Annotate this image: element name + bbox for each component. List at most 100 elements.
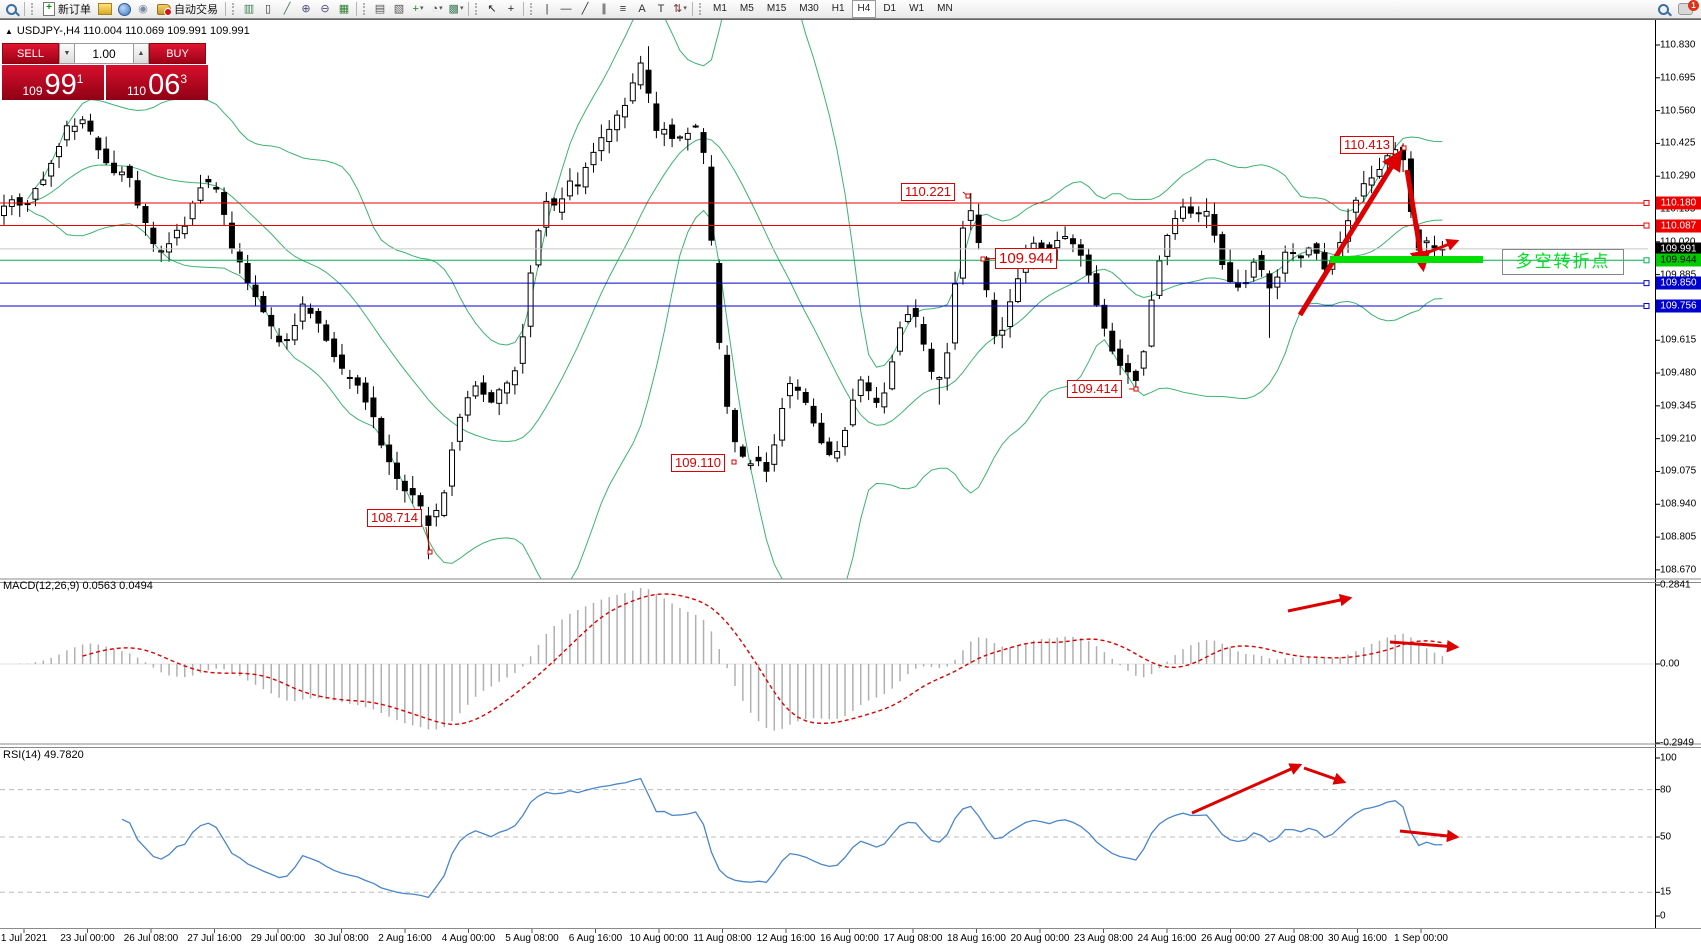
cursor-icon[interactable]: ↖ bbox=[487, 3, 497, 15]
add-indicator-button[interactable]: + ▾ bbox=[412, 3, 424, 15]
date-label[interactable]: 16 Aug 00:00 bbox=[820, 933, 879, 944]
arrows-icon[interactable]: ⇅ ▾ bbox=[673, 3, 687, 15]
toolbar-separator bbox=[468, 2, 469, 16]
autotrading-button[interactable]: 自动交易 bbox=[153, 1, 222, 17]
horizontal-line-icon[interactable]: — bbox=[560, 3, 572, 15]
price-label-109.944: 109.944 bbox=[1656, 253, 1701, 267]
vertical-line-icon[interactable]: | bbox=[545, 3, 549, 15]
line-chart-icon[interactable]: ╱ bbox=[283, 3, 291, 15]
date-label[interactable]: 23 Aug 08:00 bbox=[1074, 933, 1133, 944]
price-tick-108.940: 108.940 bbox=[1660, 498, 1697, 510]
macd-tick-0.00: 0.00 bbox=[1660, 658, 1680, 670]
date-label[interactable]: 24 Aug 16:00 bbox=[1137, 933, 1197, 944]
date-label[interactable]: 30 Jul 08:00 bbox=[314, 933, 369, 944]
date-label[interactable]: 26 Jul 08:00 bbox=[123, 933, 179, 944]
timeframe-h4[interactable]: H4 bbox=[851, 0, 877, 18]
buy-price-pip: 3 bbox=[180, 72, 188, 86]
support-zone-line[interactable] bbox=[1330, 256, 1483, 263]
price-callout-109.414[interactable]: 109.414 bbox=[1067, 380, 1122, 398]
price-callout-110.221[interactable]: 110.221 bbox=[901, 183, 956, 201]
date-label[interactable]: 10 Aug 00:00 bbox=[629, 933, 689, 944]
search-icon[interactable] bbox=[6, 3, 17, 15]
indicator-list-icon[interactable]: ▧ bbox=[393, 3, 405, 15]
buy-button[interactable]: BUY bbox=[149, 43, 206, 64]
date-label[interactable]: 23 Jul 00:00 bbox=[60, 933, 115, 944]
date-label[interactable]: 26 Aug 00:00 bbox=[1201, 933, 1260, 944]
price-tick-110.425: 110.425 bbox=[1660, 137, 1696, 149]
toolbar-separator bbox=[24, 2, 25, 16]
crosshair-icon[interactable]: + bbox=[507, 3, 515, 15]
community-icon[interactable] bbox=[115, 1, 133, 17]
text-label-icon[interactable]: T bbox=[657, 3, 665, 15]
price-tick-110.290: 110.290 bbox=[1660, 170, 1696, 182]
fibonacci-icon[interactable]: ≡ bbox=[619, 3, 627, 15]
direction-up-icon: ▲ bbox=[5, 26, 13, 36]
volume-stepper: ▼ ▲ bbox=[59, 43, 149, 64]
chart-plot-area[interactable] bbox=[0, 20, 1654, 580]
search-icon-right[interactable] bbox=[1658, 3, 1669, 15]
candlestick-chart-icon[interactable]: ▯ bbox=[264, 3, 272, 15]
date-label[interactable]: 11 Aug 08:00 bbox=[693, 933, 752, 944]
date-label[interactable]: 4 Aug 00:00 bbox=[441, 933, 496, 944]
pivot-annotation[interactable]: 多空转折点 bbox=[1502, 249, 1624, 275]
rsi-tick-100: 100 bbox=[1660, 752, 1677, 764]
date-label[interactable]: 17 Aug 08:00 bbox=[883, 933, 943, 944]
timeframe-m15[interactable]: M15 bbox=[766, 3, 787, 14]
macd-tick-0.2841: 0.2841 bbox=[1660, 579, 1691, 591]
date-label[interactable]: 12 Aug 16:00 bbox=[756, 933, 816, 944]
equidistant-channel-icon[interactable]: ∥ bbox=[601, 3, 607, 15]
price-label-110.087: 110.087 bbox=[1656, 219, 1701, 233]
date-label[interactable]: 29 Jul 00:00 bbox=[250, 933, 306, 944]
new-order-button[interactable]: + 新订单 bbox=[39, 1, 95, 17]
volume-increase-button[interactable]: ▲ bbox=[133, 43, 149, 64]
buy-price[interactable]: 110 06 3 bbox=[106, 65, 208, 100]
bar-chart-icon[interactable]: ▥ bbox=[243, 3, 255, 15]
date-label[interactable]: 5 Aug 08:00 bbox=[505, 933, 559, 944]
sell-button[interactable]: SELL bbox=[2, 43, 59, 64]
timeframe-h1[interactable]: H1 bbox=[831, 3, 845, 14]
timeframe-d1[interactable]: D1 bbox=[883, 3, 897, 14]
zoom-in-icon[interactable]: ⊕ bbox=[301, 3, 311, 15]
date-label[interactable]: 18 Aug 16:00 bbox=[947, 933, 1006, 944]
indicator-window-icon[interactable]: ▤ bbox=[374, 3, 386, 15]
history-center-icon[interactable] bbox=[96, 1, 114, 17]
trendline-icon[interactable]: ╱ bbox=[581, 3, 589, 15]
date-label[interactable]: 2 Aug 16:00 bbox=[378, 933, 432, 944]
price-tick-109.885: 109.885 bbox=[1660, 269, 1697, 281]
date-label[interactable]: 30 Aug 16:00 bbox=[1328, 933, 1387, 944]
toolbar-separator bbox=[356, 2, 357, 16]
date-label[interactable]: 1 Sep 00:00 bbox=[1394, 933, 1448, 944]
sell-price[interactable]: 109 99 1 bbox=[2, 65, 104, 100]
symbol-title: ▲ USDJPY-,H4 110.004 110.069 109.991 109… bbox=[5, 25, 250, 37]
period-clock-button[interactable]: ◔ ▾ bbox=[431, 3, 443, 15]
date-label[interactable]: 20 Aug 00:00 bbox=[1010, 933, 1070, 944]
timeframe-m30[interactable]: M30 bbox=[799, 3, 819, 14]
tile-windows-icon[interactable]: ▦ bbox=[338, 3, 350, 15]
price-tick-109.075: 109.075 bbox=[1660, 465, 1697, 477]
signals-icon[interactable]: ◉ bbox=[138, 3, 148, 15]
price-callout-109.110[interactable]: 109.110 bbox=[671, 454, 726, 472]
price-callout-110.413[interactable]: 110.413 bbox=[1340, 136, 1395, 154]
date-label[interactable]: 6 Aug 16:00 bbox=[568, 933, 623, 944]
timeframe-mn[interactable]: MN bbox=[937, 3, 953, 14]
chart-window bbox=[0, 20, 1701, 948]
timeframe-w1[interactable]: W1 bbox=[909, 3, 925, 14]
volume-decrease-button[interactable]: ▼ bbox=[59, 43, 75, 64]
price-label-109.991: 109.991 bbox=[1656, 242, 1701, 256]
notifications-icon[interactable]: 1 bbox=[1678, 0, 1699, 15]
price-callout-109.944[interactable]: 109.944 bbox=[995, 248, 1058, 269]
price-callout-108.714[interactable]: 108.714 bbox=[367, 509, 422, 527]
date-label[interactable]: 27 Jul 16:00 bbox=[187, 933, 242, 944]
timeframe-m5[interactable]: M5 bbox=[739, 3, 754, 14]
text-icon[interactable]: A bbox=[638, 3, 646, 15]
timeframe-m1[interactable]: M1 bbox=[713, 3, 727, 14]
date-label[interactable]: 27 Aug 08:00 bbox=[1264, 933, 1324, 944]
template-button[interactable]: ▩ ▾ bbox=[448, 3, 464, 15]
notification-badge: 1 bbox=[1688, 0, 1699, 11]
date-label[interactable]: 1 Jul 2021 bbox=[0, 933, 48, 944]
zoom-out-icon[interactable]: ⊖ bbox=[320, 3, 330, 15]
price-tick-108.670: 108.670 bbox=[1660, 564, 1697, 576]
toolbar-separator bbox=[523, 2, 524, 16]
volume-input[interactable] bbox=[75, 43, 133, 64]
new-order-button-icon: + bbox=[43, 2, 55, 16]
